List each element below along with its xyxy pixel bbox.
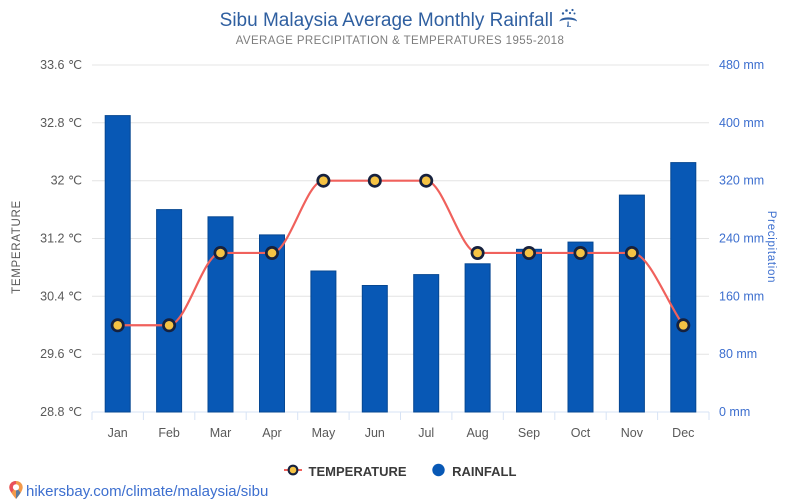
svg-text:320 mm: 320 mm [719,174,764,188]
svg-text:80 mm: 80 mm [719,347,757,361]
svg-text:Jan: Jan [108,426,128,440]
svg-text:Sep: Sep [518,426,540,440]
svg-text:0 mm: 0 mm [719,405,750,419]
svg-text:Aug: Aug [466,426,488,440]
svg-text:400 mm: 400 mm [719,116,764,130]
svg-text:32 ℃: 32 ℃ [51,174,82,188]
svg-text:Apr: Apr [262,426,281,440]
svg-text:Nov: Nov [621,426,644,440]
svg-text:28.8 ℃: 28.8 ℃ [40,405,82,419]
svg-text:Dec: Dec [672,426,694,440]
svg-text:May: May [312,426,336,440]
svg-text:30.4 ℃: 30.4 ℃ [40,289,82,303]
svg-text:Oct: Oct [571,426,591,440]
svg-text:31.2 ℃: 31.2 ℃ [40,232,82,246]
svg-text:Mar: Mar [210,426,232,440]
svg-text:Jul: Jul [418,426,434,440]
svg-text:240 mm: 240 mm [719,232,764,246]
svg-text:160 mm: 160 mm [719,289,764,303]
svg-text:33.6 ℃: 33.6 ℃ [40,58,82,72]
svg-text:480 mm: 480 mm [719,58,764,72]
svg-text:Feb: Feb [158,426,180,440]
svg-text:Jun: Jun [365,426,385,440]
svg-text:32.8 ℃: 32.8 ℃ [40,116,82,130]
svg-text:29.6 ℃: 29.6 ℃ [40,347,82,361]
